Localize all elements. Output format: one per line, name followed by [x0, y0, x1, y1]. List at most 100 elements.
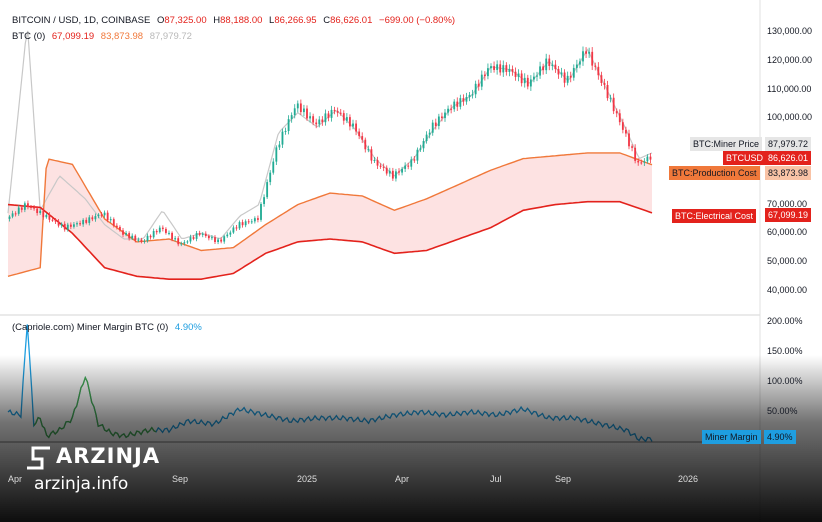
candle-body	[385, 167, 388, 174]
candle-body	[303, 108, 305, 113]
candle-body	[471, 94, 474, 96]
candle-body	[253, 218, 256, 222]
candle-body	[165, 228, 167, 233]
candle-body	[54, 220, 57, 222]
candle-body	[533, 76, 535, 80]
candle-body	[36, 208, 39, 214]
candle-body	[646, 156, 649, 162]
candle-body	[131, 235, 134, 239]
candle-body	[275, 147, 278, 162]
candle-body	[85, 219, 88, 223]
candle-body	[315, 122, 318, 125]
candle-body	[496, 64, 499, 70]
candle-body	[235, 227, 238, 229]
candle-body	[376, 159, 379, 166]
candle-body	[214, 237, 216, 243]
candle-body	[155, 231, 158, 233]
margin-axis-label: 150.00%	[767, 346, 803, 356]
candle-body	[603, 82, 606, 85]
candle-body	[539, 66, 541, 76]
candle-body	[257, 218, 259, 220]
tag-miner-margin-label: Miner Margin	[702, 430, 761, 444]
candle-body	[174, 238, 177, 240]
candle-body	[431, 122, 434, 133]
candle-body	[79, 223, 81, 225]
candle-body	[468, 94, 471, 98]
candle-body	[361, 136, 364, 140]
candle-body	[146, 235, 149, 241]
candle-body	[82, 219, 85, 225]
candle-body	[201, 233, 204, 235]
candle-body	[428, 132, 431, 135]
candle-body	[112, 219, 115, 226]
candle-body	[290, 115, 293, 120]
candle-body	[20, 207, 23, 210]
candle-body	[284, 130, 287, 132]
candle-body	[545, 58, 548, 71]
candle-body	[39, 210, 42, 214]
brand-url: arzinja.info	[34, 474, 129, 494]
indicator-value-production: 83,873.98	[100, 31, 144, 42]
price-axis-label: 70,000.00	[767, 198, 808, 209]
candle-body	[355, 123, 357, 132]
candle-body	[591, 51, 594, 66]
candle-body	[100, 214, 103, 216]
candle-body	[542, 66, 545, 71]
candle-body	[447, 108, 449, 113]
candle-body	[342, 113, 345, 121]
close-label: C	[323, 15, 331, 26]
indicator-header[interactable]: BTC (0) 67,099.19 83,873.98 87,979.72	[12, 31, 192, 42]
candle-body	[220, 239, 223, 242]
candle-body	[505, 65, 508, 72]
candle-body	[103, 212, 106, 216]
candle-body	[480, 74, 483, 87]
candle-body	[502, 65, 505, 73]
candle-body	[11, 213, 14, 217]
candle-body	[462, 98, 465, 102]
candle-body	[324, 113, 327, 123]
candle-body	[33, 207, 35, 209]
candle-body	[195, 233, 198, 239]
candle-body	[416, 149, 419, 161]
candle-body	[379, 165, 382, 167]
price-axis-label: 110,000.00	[767, 83, 812, 94]
candle-body	[287, 119, 290, 131]
candle-body	[171, 232, 173, 240]
price-axis-label: 130,000.00	[767, 26, 813, 37]
candle-body	[137, 239, 140, 241]
candle-body	[373, 159, 376, 161]
candle-body	[244, 221, 247, 226]
candle-body	[115, 225, 118, 227]
lower-pane-header[interactable]: (Capriole.com) Miner Margin BTC (0) 4.90…	[12, 322, 202, 333]
candle-body	[637, 160, 640, 163]
candle-body	[217, 239, 219, 243]
candle-body	[401, 168, 403, 173]
candle-body	[122, 230, 124, 235]
price-axis-label: 60,000.00	[767, 227, 808, 238]
candle-body	[511, 69, 514, 72]
candle-body	[490, 66, 492, 69]
candle-body	[250, 221, 253, 223]
candle-body	[529, 79, 532, 87]
candle-body	[158, 227, 161, 233]
candle-body	[523, 77, 526, 84]
candle-body	[640, 162, 643, 164]
time-axis-label: Apr	[395, 474, 410, 484]
candle-body	[419, 148, 422, 150]
candle-body	[597, 66, 600, 76]
candle-body	[76, 223, 78, 225]
candle-body	[634, 147, 637, 161]
candle-body	[582, 51, 584, 62]
price-axis-label: 50,000.00	[767, 255, 808, 266]
high-label: H	[213, 15, 221, 26]
candle-body	[97, 214, 100, 217]
candle-body	[207, 236, 210, 239]
candle-body	[437, 116, 440, 126]
symbol-title[interactable]: BITCOIN / USD, 1D, COINBASE	[12, 15, 151, 26]
brand-logo-stroke	[31, 446, 44, 470]
candle-body	[514, 71, 517, 77]
candle-body	[551, 64, 554, 66]
candle-body	[526, 77, 529, 87]
candle-body	[600, 75, 603, 83]
